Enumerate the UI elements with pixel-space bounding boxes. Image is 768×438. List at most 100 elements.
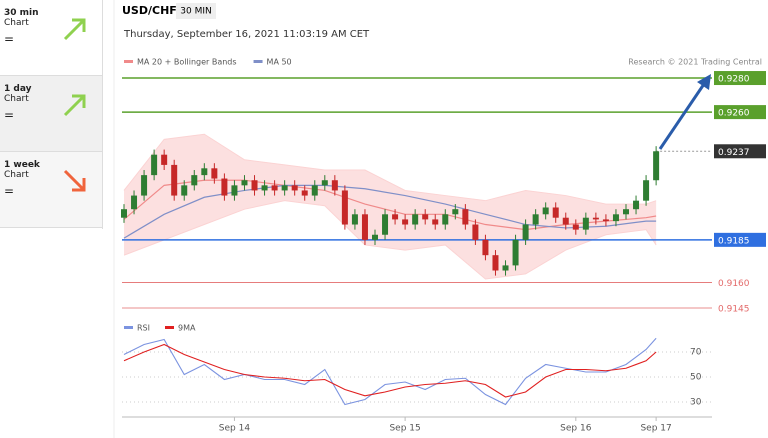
candle-body [361, 214, 368, 240]
candle-body [171, 164, 178, 196]
label: Chart [4, 18, 29, 28]
level-label: 0.9185 [718, 236, 750, 246]
candle-body [221, 178, 228, 196]
sign: = [4, 184, 15, 198]
level-label-box [714, 232, 766, 247]
candle-body [462, 209, 469, 225]
candle-body [281, 185, 288, 191]
candle-body [532, 214, 539, 225]
bollinger-band [124, 134, 657, 280]
level-label: 0.9145 [718, 304, 750, 314]
band-edge [123, 133, 657, 205]
forecast-arrow [658, 83, 706, 150]
candle-body [201, 168, 208, 176]
candle-body [121, 209, 127, 218]
candle-body [643, 180, 650, 201]
legend-swatch [124, 60, 133, 63]
legend-swatch [253, 60, 263, 63]
ma-line [123, 184, 657, 239]
candle-body [141, 175, 148, 196]
candle-body [311, 185, 318, 196]
candle-body [131, 195, 138, 210]
candle-body [191, 175, 198, 186]
period: 30 min [4, 8, 39, 18]
legend-label: 9MA [178, 324, 196, 333]
candle-body [341, 190, 348, 225]
credit: Research © 2021 Trading Central [628, 58, 762, 67]
level-label-box [714, 144, 766, 159]
legend-swatch [165, 326, 174, 329]
candle-body [301, 190, 308, 196]
candle-body [522, 224, 529, 240]
sidebar-item[interactable]: 30 min Chart = [0, 0, 102, 76]
sidebar-item[interactable]: 1 day Chart = [0, 76, 102, 152]
candle-body [653, 151, 660, 181]
candle-body [542, 207, 549, 215]
candle-body [623, 209, 629, 215]
candle-body [392, 214, 399, 220]
candle-body [181, 185, 188, 196]
sidebar: 30 min Chart = 1 day Chart = 1 week Char… [0, 0, 103, 229]
legend-swatch [124, 326, 133, 329]
sidebar-item[interactable]: 1 week Chart = [0, 152, 102, 228]
level-label: 0.9160 [718, 279, 750, 289]
candle-body [412, 214, 419, 225]
symbol: USD/CHF [122, 4, 177, 17]
period: 1 week [4, 160, 40, 170]
timeframe-tag[interactable] [176, 3, 216, 19]
candle-body [572, 224, 579, 230]
candle-body [261, 185, 268, 191]
candle-body [402, 219, 409, 225]
candle-body [502, 265, 509, 271]
candle-body [151, 154, 158, 176]
candle-body [512, 239, 519, 266]
candle-body [321, 180, 328, 186]
candle-body [442, 214, 449, 225]
level-label: 0.9280 [718, 75, 750, 85]
legend-label: MA 20 + Bollinger Bands [137, 58, 237, 67]
candle-body [271, 185, 278, 191]
datetime: Thursday, September 16, 2021 11:03:19 AM… [123, 29, 370, 40]
candle-body [592, 217, 599, 220]
candle-body [251, 180, 258, 191]
indicator-line [123, 337, 657, 406]
level-label-box [714, 105, 766, 120]
indicator-line [123, 343, 657, 398]
y-tick-label: 30 [690, 398, 702, 408]
level-label-box [714, 71, 766, 86]
candle-body [472, 224, 479, 240]
label: Chart [4, 94, 29, 104]
candle-body [432, 219, 439, 225]
x-tick-label: Sep 16 [560, 424, 592, 434]
trend-icon [63, 94, 86, 117]
forecast-arrowhead [697, 74, 711, 90]
candle-body [291, 185, 298, 191]
candle-body [452, 209, 459, 215]
period: 1 day [4, 84, 32, 94]
candle-body [562, 217, 569, 225]
candle-body [351, 214, 358, 225]
candle-body [552, 207, 559, 218]
candle-body [241, 180, 248, 186]
level-label: 0.9260 [718, 109, 750, 119]
level-label: 0.9237 [718, 148, 750, 158]
candle-body [612, 214, 619, 222]
x-tick-label: Sep 15 [389, 424, 420, 434]
label: Chart [4, 170, 29, 180]
legend-label: RSI [137, 324, 150, 333]
candle-body [422, 214, 429, 220]
sign: = [4, 108, 15, 122]
candle-body [633, 200, 640, 210]
y-tick-label: 50 [690, 373, 702, 383]
trend-icon [63, 18, 86, 41]
candle-body [211, 168, 218, 179]
candle-body [492, 255, 499, 271]
trend-icon [63, 169, 86, 192]
timeframe: 30 MIN [180, 7, 211, 17]
x-tick-label: Sep 17 [640, 424, 671, 434]
candle-body [582, 217, 589, 230]
candle-body [231, 185, 238, 196]
candle-body [382, 214, 389, 235]
